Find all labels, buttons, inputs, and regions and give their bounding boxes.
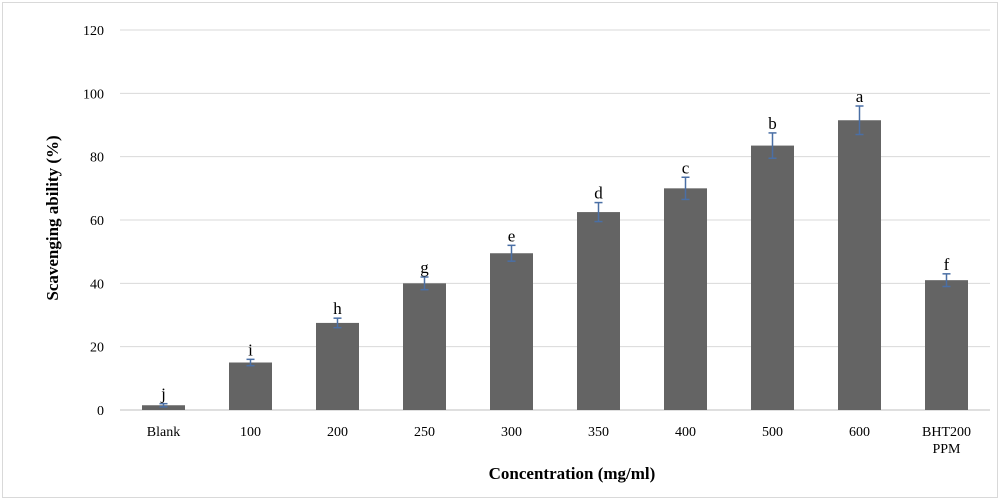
- significance-label: c: [682, 158, 690, 177]
- bar: [664, 188, 707, 410]
- error-bar: [768, 132, 777, 159]
- bar: [490, 253, 533, 410]
- y-tick-label: 80: [90, 151, 104, 166]
- x-tick-label: 350: [588, 425, 609, 440]
- bar: [577, 212, 620, 410]
- significance-labels: j i h g e d c b a f: [160, 87, 950, 404]
- bar: [838, 120, 881, 410]
- bar: [751, 145, 794, 411]
- error-bar: [333, 317, 342, 329]
- significance-label: f: [944, 255, 950, 274]
- x-tick-label: BHT200 PPM: [922, 425, 971, 457]
- error-bar: [246, 358, 255, 367]
- significance-label: i: [248, 340, 253, 359]
- y-tick-label: 60: [90, 214, 104, 229]
- y-tick-label: 40: [90, 277, 104, 292]
- significance-label: g: [420, 258, 429, 277]
- y-tick-label: 20: [90, 341, 104, 356]
- error-bar: [159, 402, 168, 408]
- error-bars: [159, 105, 951, 408]
- y-tick-labels: 0 20 40 60 80 100 120: [83, 24, 104, 419]
- bar: [142, 405, 185, 410]
- x-tick-labels: Blank 100 200 250 300 350 400 500 600 BHT200 PPM: [147, 425, 971, 457]
- x-tick-label: 200: [327, 425, 348, 440]
- bar: [316, 322, 359, 410]
- significance-label: d: [594, 184, 603, 203]
- error-bar: [594, 201, 603, 223]
- error-bar: [507, 244, 516, 262]
- y-axis-title: Scavenging ability (%): [43, 135, 62, 300]
- bar: [229, 362, 272, 410]
- significance-label: e: [508, 226, 516, 245]
- error-bar: [681, 176, 690, 201]
- bar: [925, 280, 968, 410]
- x-axis-title: Concentration (mg/ml): [489, 464, 656, 483]
- error-bar: [855, 105, 864, 136]
- significance-label: j: [160, 385, 166, 404]
- bars: [142, 120, 968, 411]
- significance-label: h: [333, 299, 342, 318]
- x-tick-label: 500: [762, 425, 783, 440]
- x-tick-label: 600: [849, 425, 870, 440]
- x-tick-label: 100: [240, 425, 261, 440]
- x-tick-label: 300: [501, 425, 522, 440]
- error-bar: [420, 276, 429, 291]
- bar: [403, 283, 446, 410]
- x-tick-label: 250: [414, 425, 435, 440]
- x-tick-label: Blank: [147, 425, 180, 440]
- y-tick-label: 120: [83, 24, 104, 39]
- significance-label: b: [768, 114, 777, 133]
- y-tick-label: 100: [83, 87, 104, 102]
- significance-label: a: [856, 87, 864, 106]
- error-bar: [942, 273, 951, 288]
- x-tick-label: 400: [675, 425, 696, 440]
- y-tick-label: 0: [97, 404, 104, 419]
